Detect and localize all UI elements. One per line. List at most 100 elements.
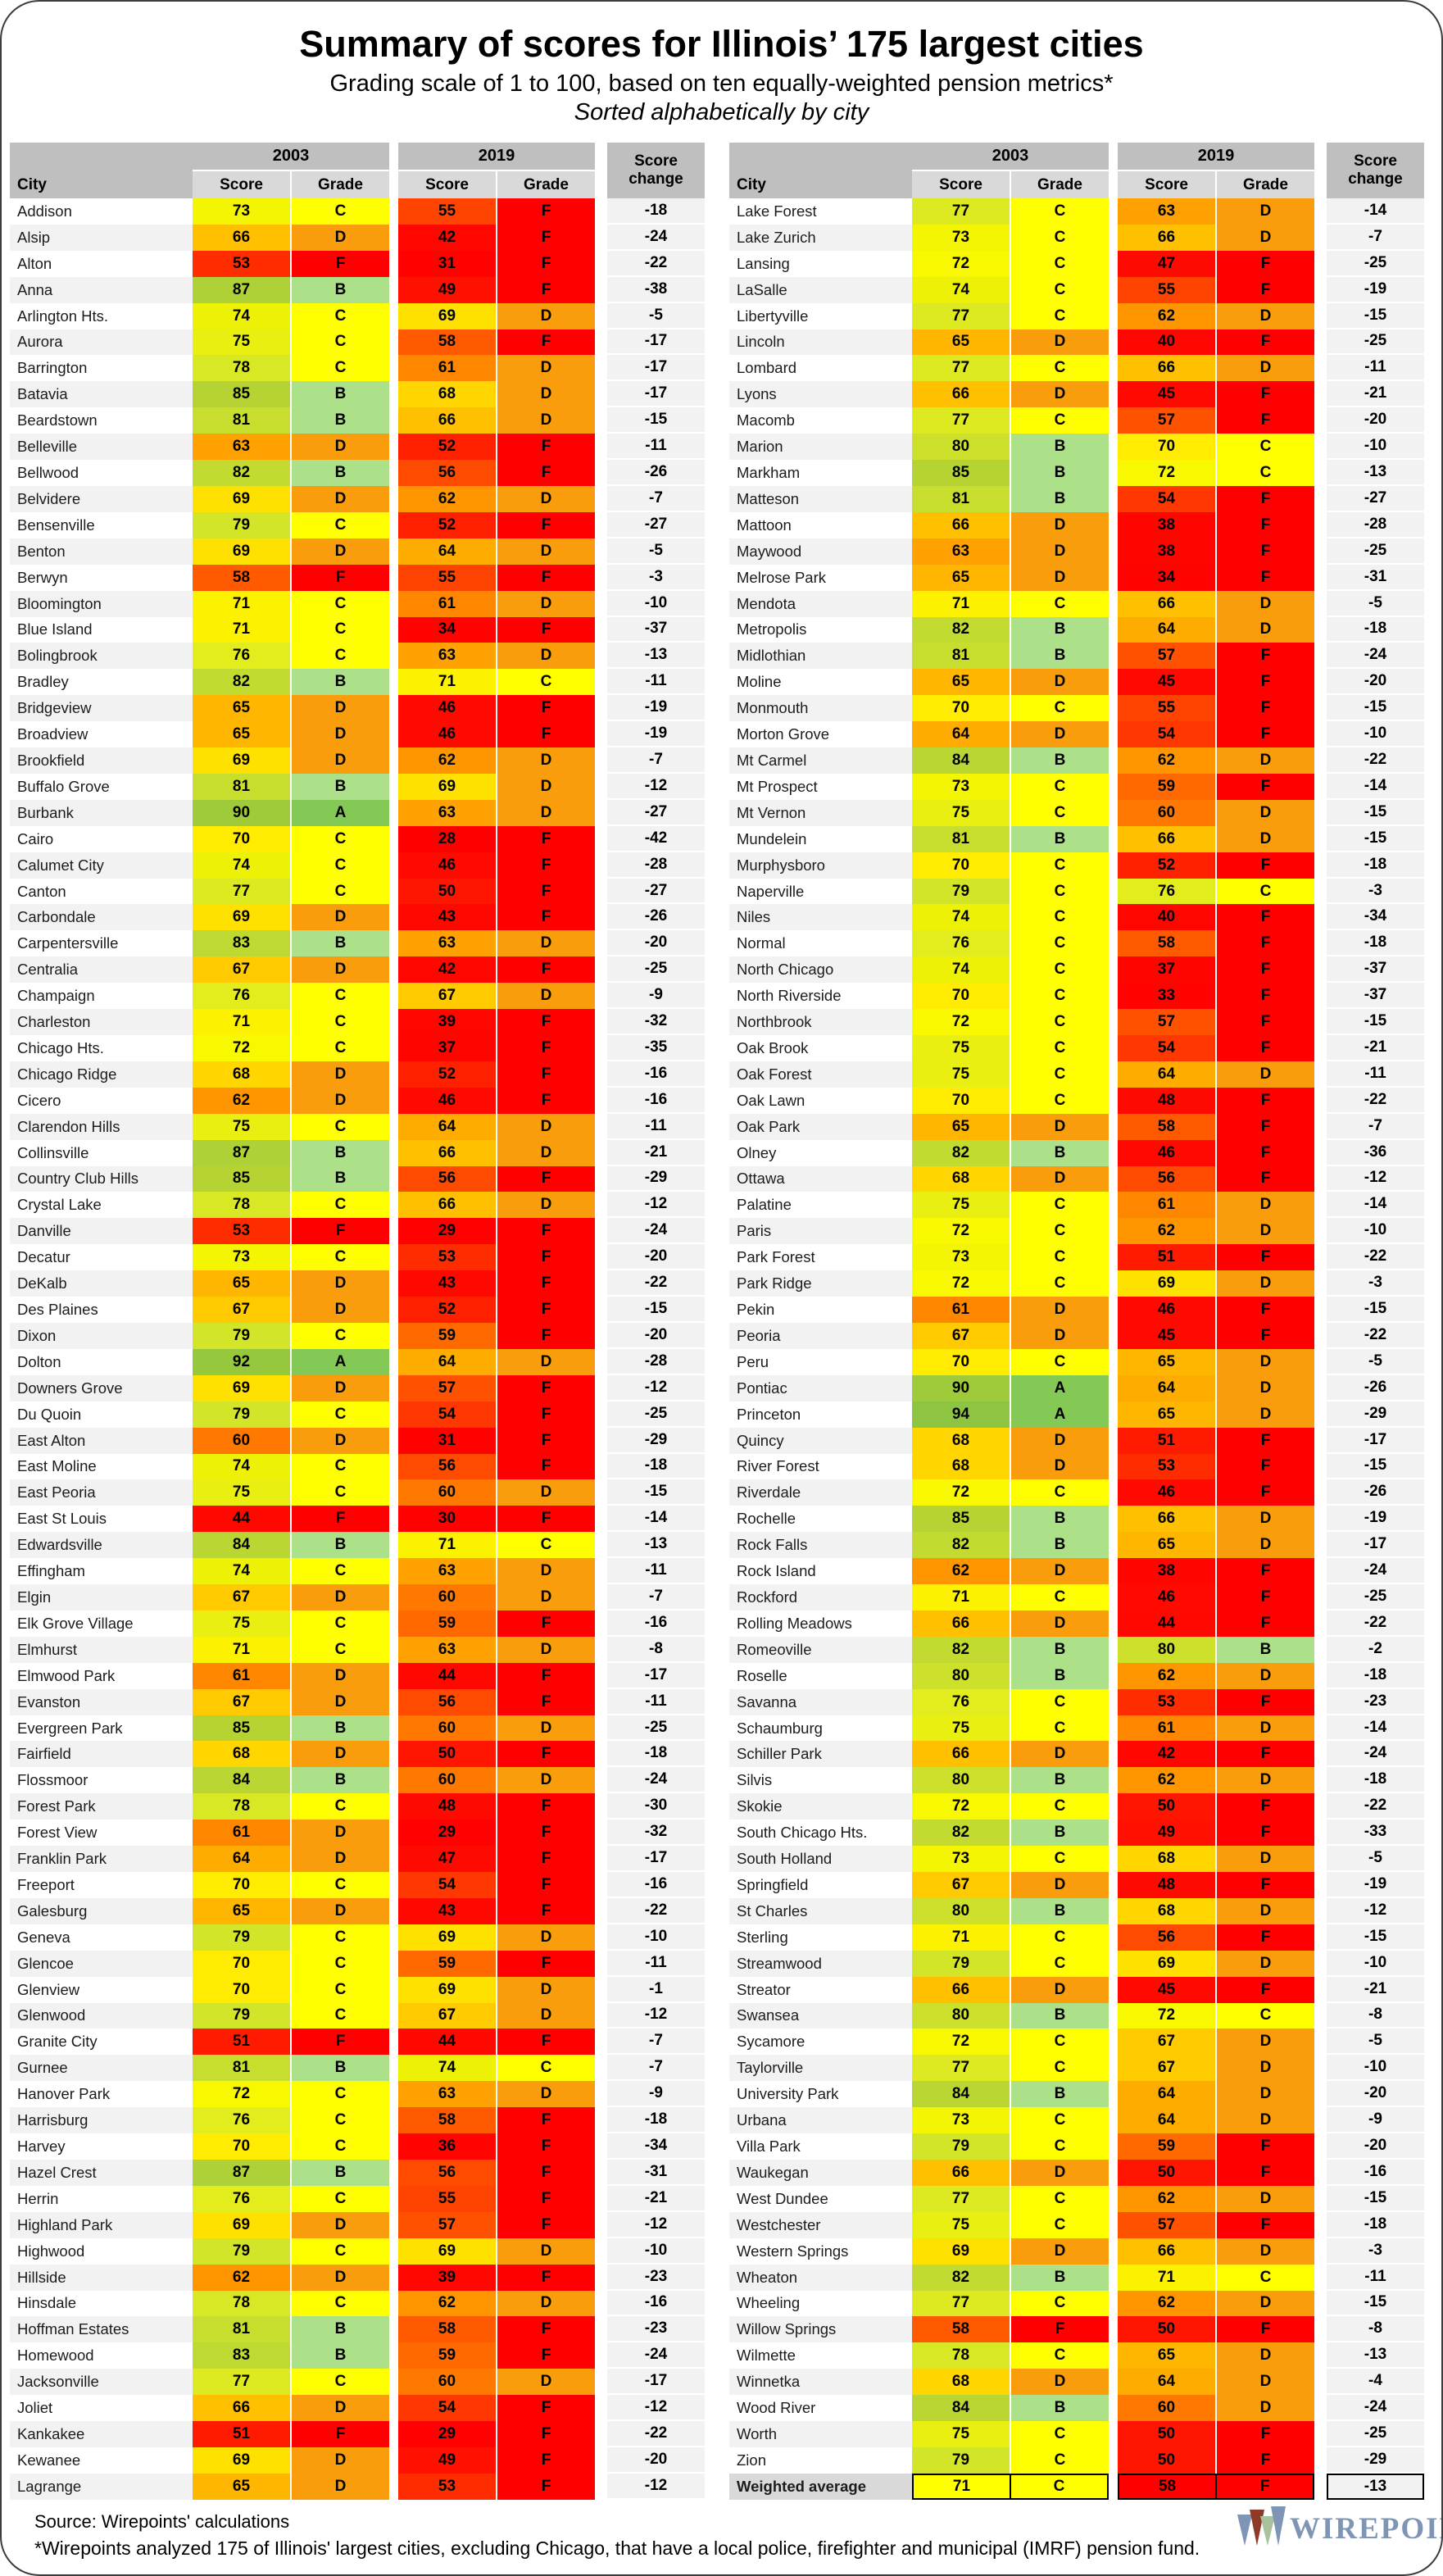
score-change-cell: -17 bbox=[607, 1662, 705, 1689]
cell-divider bbox=[290, 2238, 292, 2265]
grade-2003-cell: B bbox=[292, 2159, 389, 2186]
column-gap bbox=[1109, 669, 1118, 696]
grade-2003-cell: B bbox=[292, 2316, 389, 2343]
city-cell: Oak Lawn bbox=[737, 1091, 805, 1109]
column-gap bbox=[595, 1715, 607, 1742]
table-row: Riverdale 72 C 46 F -26 bbox=[729, 1479, 1424, 1506]
score-2019-cell: 64 bbox=[398, 538, 496, 565]
cell-divider bbox=[1010, 643, 1011, 670]
score-change-cell: -15 bbox=[1327, 825, 1424, 852]
scores-table-right: City 2003 Score Grade 2019 Score Grade S… bbox=[729, 143, 1424, 2500]
city-cell: Melrose Park bbox=[737, 568, 826, 586]
city-cell: Normal bbox=[737, 934, 786, 952]
column-gap bbox=[595, 1348, 607, 1375]
cell-divider bbox=[496, 1688, 497, 1715]
cell-divider bbox=[1010, 1192, 1011, 1219]
grade-2019-cell: F bbox=[497, 2264, 595, 2291]
score-change-cell: -10 bbox=[1327, 434, 1424, 461]
city-cell: Rochelle bbox=[737, 1510, 796, 1528]
score-change-cell: -16 bbox=[607, 1061, 705, 1088]
score-2003-cell: 73 bbox=[912, 1846, 1010, 1872]
column-gap bbox=[389, 2185, 398, 2212]
score-2003-cell: 67 bbox=[193, 1584, 290, 1611]
cell-divider bbox=[1215, 1846, 1217, 1872]
score-change-cell: -5 bbox=[1327, 2029, 1424, 2056]
column-gap bbox=[1109, 747, 1118, 774]
grade-2019-cell: F bbox=[497, 2421, 595, 2447]
cell-divider bbox=[496, 2133, 497, 2160]
score-change-cell: -17 bbox=[607, 2369, 705, 2396]
score-2019-cell: 53 bbox=[1118, 1453, 1215, 1480]
column-gap bbox=[1109, 1165, 1118, 1193]
grade-2003-cell: D bbox=[292, 2473, 389, 2500]
score-2019-cell: 55 bbox=[398, 198, 496, 225]
cell-divider bbox=[496, 1506, 497, 1533]
score-change-cell: -15 bbox=[1327, 2185, 1424, 2212]
cell-divider bbox=[496, 1767, 497, 1794]
table-row: Wood River 84 B 60 D -24 bbox=[729, 2395, 1424, 2422]
column-gap bbox=[595, 1061, 607, 1088]
grade-2019-cell: F bbox=[1217, 643, 1314, 670]
cell-divider bbox=[1215, 1374, 1217, 1402]
score-change-cell: -21 bbox=[1327, 1035, 1424, 1061]
city-cell: Bradley bbox=[17, 673, 69, 691]
score-2003-cell: 67 bbox=[193, 956, 290, 984]
cell-divider bbox=[496, 2264, 497, 2291]
score-2019-cell: 63 bbox=[398, 2081, 496, 2108]
score-2003-cell: 51 bbox=[193, 2421, 290, 2447]
column-gap bbox=[1314, 1532, 1327, 1559]
column-gap bbox=[1109, 695, 1118, 722]
score-2003-cell: 70 bbox=[912, 1087, 1010, 1114]
grade-2019-cell: D bbox=[497, 2238, 595, 2265]
score-change-cell: -10 bbox=[1327, 1218, 1424, 1245]
cell-divider bbox=[290, 773, 292, 800]
grade-2019-cell: D bbox=[497, 1139, 595, 1166]
grade-2003-cell: B bbox=[1011, 1506, 1109, 1533]
column-gap bbox=[1109, 2369, 1118, 2396]
column-header-grade: Grade bbox=[1011, 171, 1109, 198]
cell-divider bbox=[1215, 2290, 1217, 2317]
score-2019-cell: 49 bbox=[1118, 1820, 1215, 1847]
logo-wordmark: WIREPOINTS bbox=[1290, 2512, 1441, 2546]
cell-divider bbox=[1010, 747, 1011, 774]
grade-2003-cell: C bbox=[1011, 2421, 1109, 2447]
cell-divider bbox=[290, 1506, 292, 1533]
score-2003-cell: 69 bbox=[193, 2447, 290, 2474]
table-row: Hazel Crest 87 B 56 F -31 bbox=[10, 2159, 705, 2186]
grade-2003-cell: C bbox=[292, 2238, 389, 2265]
column-gap bbox=[1314, 2159, 1327, 2186]
grade-2003-cell: D bbox=[1011, 1558, 1109, 1585]
table-row: Wheaton 82 B 71 C -11 bbox=[729, 2264, 1424, 2291]
score-2003-cell: 75 bbox=[193, 1610, 290, 1637]
table-row: Markham 85 B 72 C -13 bbox=[729, 460, 1424, 486]
cell-divider bbox=[1010, 1715, 1011, 1742]
table-row: Aurora 75 C 58 F -17 bbox=[10, 329, 705, 356]
column-gap bbox=[389, 1846, 398, 1872]
grade-2019-cell: F bbox=[497, 1506, 595, 1533]
column-gap bbox=[1314, 2395, 1327, 2422]
table-row: Paris 72 C 62 D -10 bbox=[729, 1218, 1424, 1245]
score-2003-cell: 44 bbox=[193, 1506, 290, 1533]
city-cell: Freeport bbox=[17, 1875, 75, 1893]
cell-divider bbox=[1215, 2238, 1217, 2265]
score-2003-cell: 80 bbox=[912, 1767, 1010, 1794]
score-2019-cell: 59 bbox=[398, 1322, 496, 1349]
score-change-cell: -24 bbox=[1327, 1558, 1424, 1585]
score-2003-cell: 70 bbox=[912, 983, 1010, 1010]
grade-2003-cell: C bbox=[1011, 1715, 1109, 1742]
grade-2003-cell: C bbox=[292, 329, 389, 356]
cell-divider bbox=[496, 2211, 497, 2238]
table-row: Melrose Park 65 D 34 F -31 bbox=[729, 564, 1424, 591]
score-change-cell: -19 bbox=[1327, 276, 1424, 303]
column-gap bbox=[1314, 1950, 1327, 1977]
city-cell: Hinsdale bbox=[17, 2294, 76, 2312]
column-gap bbox=[595, 1113, 607, 1140]
score-2019-cell: 71 bbox=[398, 1532, 496, 1559]
city-cell: Streamwood bbox=[729, 1950, 912, 1977]
score-2019-cell: 60 bbox=[398, 1584, 496, 1611]
cell-divider bbox=[1010, 1427, 1011, 1454]
score-change-cell: -22 bbox=[1327, 747, 1424, 774]
column-gap bbox=[595, 983, 607, 1010]
score-2019-cell: 66 bbox=[398, 1192, 496, 1219]
grade-2019-cell: F bbox=[497, 2473, 595, 2500]
